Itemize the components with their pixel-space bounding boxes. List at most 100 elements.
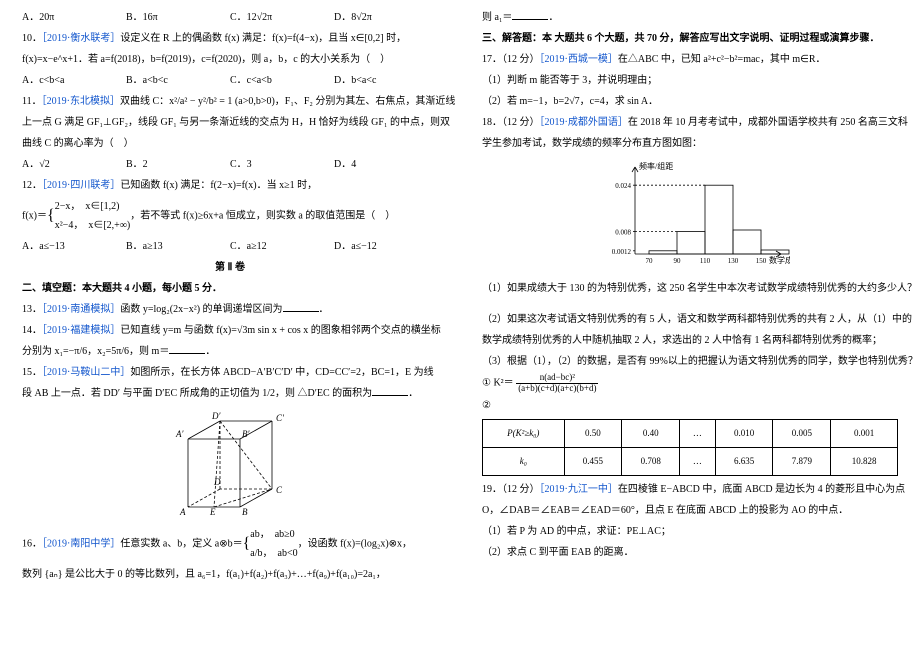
svg-text:E: E xyxy=(209,507,216,517)
q18-sub2a: （2）如果这次考试语文特别优秀的有 5 人，语文和数学两科都特别优秀的共有 2 … xyxy=(482,310,898,329)
k2-r-5: 7.879 xyxy=(773,447,831,475)
section2-title: 二、填空题：本大题共 4 小题，每小题 5 分． xyxy=(22,279,438,298)
q16-pw-bot: a/b， ab<0 xyxy=(250,548,297,559)
q10-opt-c: C．c<a<b xyxy=(230,71,334,90)
q18-text1: 在 2018 年 10 月考考试中，成都外国语学校共有 250 名高三文科 xyxy=(628,117,908,128)
svg-text:130: 130 xyxy=(728,257,739,265)
k2-label: ① K²＝ xyxy=(482,378,514,389)
q19-pts: 19．（12 分） xyxy=(482,484,540,495)
q12-line1: 12．［2019·四川联考］已知函数 f(x) 满足：f(2−x)=f(x)．当… xyxy=(22,176,438,195)
k2-formula: ① K²＝ n(ad−bc)² (a+b)(c+d)(a+c)(b+d) xyxy=(482,373,898,394)
q10-src: ［2019·衡水联考］ xyxy=(42,33,120,44)
k2-frac: n(ad−bc)² (a+b)(c+d)(a+c)(b+d) xyxy=(516,373,598,394)
q19-sub2: （2）求点 C 到平面 EAB 的距离． xyxy=(482,543,898,562)
cube-figure: A B C D A′ B′ C′ D′ E xyxy=(22,409,438,519)
svg-text:A: A xyxy=(179,507,186,517)
svg-text:B′: B′ xyxy=(242,429,250,439)
svg-text:0.024: 0.024 xyxy=(615,182,631,190)
q19-line1: 19．（12 分）［2019·九江一中］在四棱锥 E−ABCD 中，底面 ABC… xyxy=(482,480,898,499)
svg-text:C′: C′ xyxy=(276,413,285,423)
q16-text2: ，设函数 f(x)=(log₂x)⊗x， xyxy=(298,538,412,549)
svg-text:D′: D′ xyxy=(211,411,221,421)
q17-line: 17．（12 分）［2019·西城一模］在△ABC 中，已知 a²+c²−b²=… xyxy=(482,50,898,69)
q11-text1: 双曲线 C：x²/a² − y²/b² = 1 (a>0,b>0)，F₁、F₂ … xyxy=(120,96,455,107)
q12-piecewise: 2−x， x∈[1,2)x²−4， x∈[2,+∞) xyxy=(55,197,131,235)
q15-src: ［2019·马鞍山二中］ xyxy=(42,367,130,378)
q11-line2: 上一点 G 满足 GF₁⊥GF₂，线段 GF₁ 与另一条渐近线的交点为 H，H … xyxy=(22,113,438,132)
q12-pw-bot: x²−4， x∈[2,+∞) xyxy=(55,220,131,231)
q11-opt-d: D．4 xyxy=(334,155,438,174)
q16-line2: 数列 {aₙ} 是公比大于 0 的等比数列，且 a₆=1，f(a₁)+f(a₂)… xyxy=(22,565,438,584)
q9-opt-a: A．20π xyxy=(22,8,126,27)
q18-sub3: （3）根据（1），（2）的数据，是否有 99%以上的把握认为语文特别优秀的同学，… xyxy=(482,352,898,371)
q10-text1: 设定义在 R 上的偶函数 f(x) 满足：f(x)=f(4−x)，且当 x∈[0… xyxy=(120,33,406,44)
q15-blank xyxy=(372,386,408,396)
q14-src: ［2019·福建模拟］ xyxy=(42,325,120,336)
svg-text:A′: A′ xyxy=(175,429,184,439)
q18-sub2b: 数学成绩特别优秀的人中随机抽取 2 人，求选出的 2 人中恰有 1 名两科都特别… xyxy=(482,331,898,350)
svg-text:D: D xyxy=(213,477,221,487)
q16-pw-top: ab， ab≥0 xyxy=(250,529,294,540)
q16-end: 则 a₁＝． xyxy=(482,8,898,27)
q16-text1: 任意实数 a、b，定义 a⊗b＝ xyxy=(120,538,242,549)
q9-opt-c: C．12√2π xyxy=(230,8,334,27)
q16-end-text: 则 a₁＝ xyxy=(482,12,512,23)
q10-line2: f(x)=x−e^x+1．若 a=f(2018)，b=f(2019)，c=f(2… xyxy=(22,50,438,69)
svg-text:0.008: 0.008 xyxy=(615,229,631,237)
q11-opt-b: B．2 xyxy=(126,155,230,174)
k2-table: P(K²≥k₀)0.500.40…0.0100.0050.001 k₀0.455… xyxy=(482,419,898,476)
q14-line1: 14．［2019·福建模拟］已知直线 y=m 与函数 f(x)=√3m sin … xyxy=(22,321,438,340)
k2-data-row: k₀0.4550.708…6.6357.87910.828 xyxy=(483,447,898,475)
k2-h-4: 0.010 xyxy=(715,419,773,447)
svg-text:数学成绩: 数学成绩 xyxy=(769,255,790,265)
k2-r-2: 0.708 xyxy=(622,447,680,475)
q13-line: 13．［2019·南通模拟］函数 y=log₂(2x−x²) 的单调递增区间为． xyxy=(22,300,438,319)
svg-text:150: 150 xyxy=(756,257,767,265)
svg-text:B: B xyxy=(242,507,248,517)
k2-header-row: P(K²≥k₀)0.500.40…0.0100.0050.001 xyxy=(483,419,898,447)
q16-line1: 16．［2019·南阳中学］任意实数 a、b，定义 a⊗b＝{ab， ab≥0a… xyxy=(22,525,438,563)
q19-text1: 在四棱锥 E−ABCD 中，底面 ABCD 是边长为 4 的菱形且中心为点 xyxy=(618,484,905,495)
svg-text:C: C xyxy=(276,485,283,495)
q17-src: ［2019·西城一模］ xyxy=(540,54,618,65)
q9-opt-b: B．16π xyxy=(126,8,230,27)
q15-text2: 段 AB 上一点．若 DD′ 与平面 D′EC 所成角的正切值为 1/2，则 △… xyxy=(22,388,372,399)
k2-h-2: 0.40 xyxy=(622,419,680,447)
q16-blank xyxy=(512,10,548,20)
q18-line2: 学生参加考试，数学成绩的频率分布直方图如图： xyxy=(482,134,898,153)
section2-hdr: 第 Ⅱ 卷 xyxy=(22,258,438,277)
q11-opt-c: C．3 xyxy=(230,155,334,174)
q14-text1: 已知直线 y=m 与函数 f(x)=√3m sin x + cos x 的图象相… xyxy=(120,325,440,336)
q19-src: ［2019·九江一中］ xyxy=(540,484,618,495)
k2-h-6: 0.001 xyxy=(831,419,898,447)
q14-text2: 分别为 x₁=−π/6，x₂=5π/6，则 m＝ xyxy=(22,346,169,357)
q11-line3: 曲线 C 的离心率为（ ） xyxy=(22,134,438,153)
k2-den: (a+b)(c+d)(a+c)(b+d) xyxy=(516,384,598,394)
svg-text:0.0012: 0.0012 xyxy=(612,248,632,256)
q11-src: ［2019·东北模拟］ xyxy=(42,96,120,107)
histogram: 频率/组距0.0240.0080.00127090110130150数学成绩 xyxy=(482,159,898,269)
q12-line2: f(x)＝{2−x， x∈[1,2)x²−4， x∈[2,+∞)，若不等式 f(… xyxy=(22,197,438,235)
spacer xyxy=(482,300,898,308)
k2-h-3: … xyxy=(680,419,716,447)
q15-text1: 如图所示，在长方体 ABCD−A′B′C′D′ 中，CD=CC′=2，BC=1，… xyxy=(130,367,433,378)
q14-line2: 分别为 x₁=−π/6，x₂=5π/6，则 m＝． xyxy=(22,342,438,361)
k2-r-4: 6.635 xyxy=(715,447,773,475)
q18-pts: 18．（12 分） xyxy=(482,117,540,128)
q12-text1: 已知函数 f(x) 满足：f(2−x)=f(x)．当 x≥1 时， xyxy=(120,180,317,191)
k2-r-1: 0.455 xyxy=(564,447,622,475)
q18-sub1: （1）如果成绩大于 130 的为特别优秀，这 250 名学生中本次考试数学成绩特… xyxy=(482,279,898,298)
q15-line1: 15．［2019·马鞍山二中］如图所示，在长方体 ABCD−A′B′C′D′ 中… xyxy=(22,363,438,382)
k2-r-3: … xyxy=(680,447,716,475)
q10-opt-a: A．c<b<a xyxy=(22,71,126,90)
k2-r-0: k₀ xyxy=(483,447,565,475)
q15-line2: 段 AB 上一点．若 DD′ 与平面 D′EC 所成角的正切值为 1/2，则 △… xyxy=(22,384,438,403)
q11-opt-a: A．√2 xyxy=(22,155,126,174)
q13-text: 函数 y=log₂(2x−x²) 的单调递增区间为 xyxy=(120,304,282,315)
q19-sub1: （1）若 P 为 AD 的中点，求证：PE⊥AC； xyxy=(482,522,898,541)
q10-line1: 10．［2019·衡水联考］设定义在 R 上的偶函数 f(x) 满足：f(x)=… xyxy=(22,29,438,48)
q12-opt-c: C．a≥12 xyxy=(230,237,334,256)
svg-text:70: 70 xyxy=(646,257,654,265)
q19-line2: O，∠DAB＝∠EAB＝∠EAD＝60°，且点 E 在底面 ABCD 上的投影为… xyxy=(482,501,898,520)
q18-line1: 18．（12 分）［2019·成都外国语］在 2018 年 10 月考考试中，成… xyxy=(482,113,898,132)
